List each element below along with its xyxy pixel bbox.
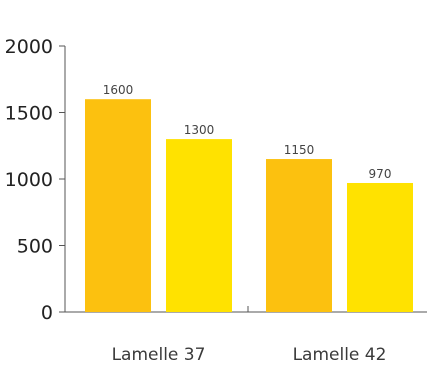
data-labels-group: 1600 1300 1150 970 [103,83,392,181]
y-tick-label: 2000 [5,36,53,58]
x-category-label: Lamelle 37 [112,345,206,365]
y-tick-label: 0 [41,302,53,324]
data-label: 1600 [103,83,134,97]
data-label: 1150 [284,143,315,157]
y-tick-label: 1500 [5,103,53,125]
bar-2-2 [347,182,413,312]
bar-1-2 [166,139,232,312]
y-tick-label: 1000 [5,169,53,191]
x-axis: Lamelle 37 Lamelle 42 [65,306,427,365]
x-category-label: Lamelle 42 [293,345,387,365]
y-axis: 0 500 1000 1500 2000 [5,36,66,324]
bar-2-1 [266,159,332,312]
bar-1-1 [85,99,151,312]
data-label: 1300 [184,123,215,137]
y-tick-label: 500 [17,236,53,258]
data-label: 970 [369,167,392,181]
bars-group [85,99,413,312]
